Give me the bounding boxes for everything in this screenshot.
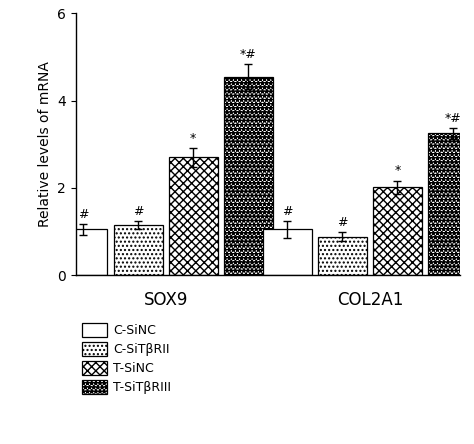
Text: *: *: [394, 164, 401, 178]
Text: COL2A1: COL2A1: [337, 290, 403, 309]
Bar: [373, 187, 422, 275]
Text: *#: *#: [444, 112, 461, 125]
Text: *: *: [190, 132, 196, 145]
Text: SOX9: SOX9: [144, 290, 188, 309]
Bar: [318, 237, 367, 275]
Bar: [224, 77, 273, 275]
Legend: C-SiNC, C-SiTβRII, T-SiNC, T-SiTβRIII: C-SiNC, C-SiTβRII, T-SiNC, T-SiTβRIII: [82, 323, 171, 394]
Bar: [114, 225, 163, 275]
Bar: [169, 158, 218, 275]
Bar: [58, 230, 108, 275]
Bar: [428, 133, 474, 275]
Text: #: #: [133, 205, 143, 218]
Text: #: #: [337, 216, 347, 230]
Y-axis label: Relative levels of mRNA: Relative levels of mRNA: [38, 61, 52, 227]
Bar: [263, 230, 312, 275]
Text: #: #: [78, 208, 88, 221]
Text: *#: *#: [240, 48, 257, 61]
Text: #: #: [282, 205, 292, 218]
